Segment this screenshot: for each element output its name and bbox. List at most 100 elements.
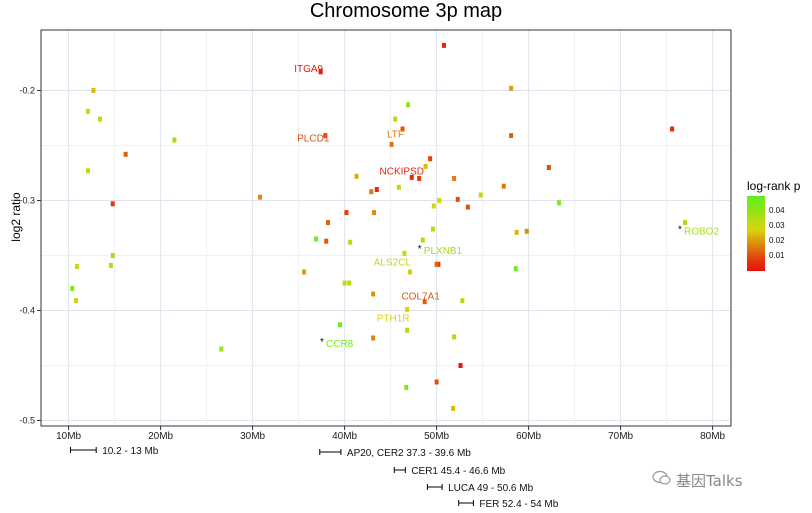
gene-label: CCR8 [326, 339, 354, 350]
data-point [460, 298, 465, 304]
data-point [389, 141, 394, 147]
data-point [374, 187, 379, 192]
data-point [465, 204, 470, 210]
data-point [338, 322, 342, 328]
data-point [110, 253, 115, 258]
data-point [513, 266, 518, 272]
data-point [409, 174, 414, 180]
gene-label: ROBO2 [684, 227, 719, 238]
data-point [342, 280, 347, 286]
data-point [420, 237, 425, 243]
gene-label: PLXNB1 [424, 246, 463, 257]
gene-label: ITGA9 [294, 64, 323, 75]
data-point [434, 261, 439, 267]
region-label: FER 52.4 - 54 Mb [479, 499, 558, 510]
region-label: CER1 45.4 - 46.6 Mb [411, 466, 505, 477]
x-tick-label: 80Mb [700, 431, 725, 442]
data-point [434, 379, 439, 385]
data-point [430, 226, 435, 232]
data-point [74, 264, 79, 269]
watermark-text: 基因Talks [676, 472, 743, 490]
data-point [85, 108, 90, 114]
gene-label: PLCD1 [297, 134, 330, 145]
legend-tick-label: 0.02 [769, 236, 785, 245]
data-point [431, 203, 436, 209]
y-tick-label: -0.4 [19, 306, 35, 316]
legend-tick-label: 0.03 [769, 221, 785, 230]
plot-panel-border [40, 29, 732, 427]
data-point [422, 299, 427, 305]
y-tick-label: -0.3 [19, 196, 35, 206]
data-point [172, 137, 177, 143]
x-tick-label: 60Mb [516, 431, 541, 442]
star-marker: * [678, 225, 682, 236]
color-legend: log-rank p 0.04 0.03 0.02 0.01 [744, 179, 812, 271]
y-tick-label: -0.2 [19, 86, 35, 96]
data-point [257, 194, 262, 200]
data-point [344, 210, 349, 216]
data-point [556, 200, 561, 206]
x-tick-label: 50Mb [424, 431, 449, 442]
x-tick-label: 20Mb [148, 431, 173, 442]
data-point [417, 176, 422, 181]
data-point [323, 133, 328, 139]
gene-label: LTF [387, 129, 404, 140]
data-point [400, 126, 405, 132]
data-point [97, 116, 102, 122]
data-point [347, 280, 352, 286]
data-point [123, 151, 128, 157]
legend-tick-label: 0.04 [769, 206, 785, 215]
data-point [514, 229, 519, 235]
data-point [73, 298, 78, 304]
gene-label: COL7A1 [401, 292, 440, 303]
wechat-icon [652, 470, 671, 485]
region-label: 10.2 - 13 Mb [102, 446, 159, 457]
data-point [348, 239, 353, 245]
data-point [405, 306, 410, 312]
gene-label: NCKIPSD [380, 166, 424, 177]
data-point [369, 189, 374, 195]
data-point [683, 220, 687, 225]
data-point [478, 192, 483, 198]
x-tick-label: 40Mb [332, 431, 357, 442]
y-axis: -0.2 -0.3 -0.4 -0.5 [19, 86, 41, 426]
grid [41, 30, 731, 426]
data-point [458, 363, 463, 368]
data-point [670, 126, 675, 132]
data-point [219, 346, 224, 352]
gene-label: ALS2CL [374, 257, 412, 268]
data-point [110, 201, 115, 207]
gene-label: PTH1R [377, 313, 410, 324]
data-point [509, 85, 514, 91]
data-point [324, 238, 329, 244]
data-point [108, 262, 113, 268]
data-point [406, 102, 411, 108]
data-point [524, 228, 529, 234]
legend-title: log-rank p [747, 179, 801, 193]
data-point [501, 183, 506, 189]
data-point [372, 210, 377, 216]
data-point [441, 42, 446, 48]
data-point [371, 291, 376, 297]
data-point [546, 165, 551, 170]
data-point [509, 133, 514, 139]
x-tick-label: 30Mb [240, 431, 265, 442]
chart-title: Chromosome 3p map [309, 0, 503, 22]
legend-colorbar [747, 196, 765, 271]
points-layer [70, 42, 687, 411]
data-point [396, 184, 401, 190]
data-point [302, 269, 307, 275]
data-point [402, 250, 407, 256]
data-point [407, 269, 412, 275]
data-point [451, 405, 456, 411]
data-point [405, 327, 410, 333]
data-point [423, 163, 428, 169]
data-point [318, 69, 323, 75]
data-point [354, 173, 359, 179]
regions-layer: 10.2 - 13 Mb AP20, CER2 37.3 - 39.6 Mb CER… [69, 446, 559, 510]
y-tick-label: -0.5 [19, 416, 35, 426]
data-point [452, 176, 457, 181]
data-point [428, 156, 433, 162]
data-point [85, 168, 90, 174]
